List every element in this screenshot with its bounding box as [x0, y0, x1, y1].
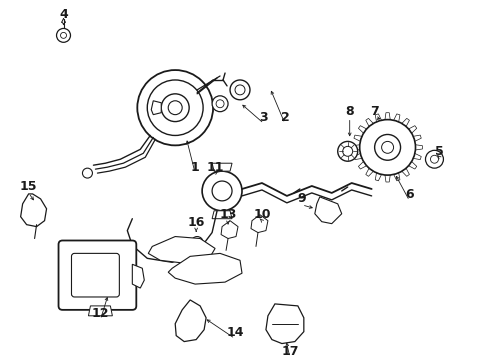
- Polygon shape: [375, 114, 382, 122]
- Circle shape: [56, 28, 71, 42]
- Circle shape: [61, 32, 67, 39]
- Text: 8: 8: [345, 105, 354, 118]
- Text: 13: 13: [220, 208, 237, 221]
- Polygon shape: [409, 126, 417, 133]
- Polygon shape: [21, 194, 47, 227]
- Polygon shape: [358, 162, 367, 169]
- Circle shape: [191, 237, 203, 248]
- Polygon shape: [221, 221, 238, 239]
- Polygon shape: [385, 175, 390, 182]
- Circle shape: [230, 80, 250, 100]
- Circle shape: [202, 171, 242, 211]
- Text: 6: 6: [405, 188, 414, 201]
- Polygon shape: [151, 101, 161, 114]
- Polygon shape: [413, 153, 421, 159]
- Text: 7: 7: [370, 105, 379, 118]
- Circle shape: [382, 141, 393, 153]
- Text: 1: 1: [191, 161, 199, 174]
- Circle shape: [360, 120, 416, 175]
- Text: 15: 15: [20, 180, 37, 193]
- Polygon shape: [168, 253, 242, 284]
- Polygon shape: [354, 135, 362, 141]
- Circle shape: [216, 100, 224, 108]
- FancyBboxPatch shape: [58, 240, 136, 310]
- Polygon shape: [212, 211, 232, 219]
- Text: 9: 9: [297, 192, 306, 205]
- Polygon shape: [132, 264, 144, 288]
- Polygon shape: [385, 113, 390, 120]
- Polygon shape: [366, 118, 373, 126]
- Polygon shape: [89, 306, 112, 316]
- Text: 2: 2: [280, 111, 289, 124]
- Polygon shape: [375, 173, 382, 181]
- Polygon shape: [402, 168, 410, 176]
- Text: 4: 4: [59, 8, 68, 21]
- FancyBboxPatch shape: [72, 253, 120, 297]
- Polygon shape: [353, 145, 360, 150]
- Polygon shape: [315, 197, 342, 224]
- Circle shape: [343, 147, 353, 156]
- Text: 16: 16: [188, 216, 205, 229]
- Text: 12: 12: [92, 307, 109, 320]
- Text: 10: 10: [253, 208, 270, 221]
- Text: 3: 3: [260, 111, 268, 124]
- Circle shape: [212, 181, 232, 201]
- Polygon shape: [416, 145, 422, 150]
- Circle shape: [375, 135, 400, 160]
- Circle shape: [82, 168, 93, 178]
- Circle shape: [147, 80, 203, 135]
- Polygon shape: [409, 162, 417, 169]
- Polygon shape: [212, 163, 232, 171]
- Text: 11: 11: [206, 161, 224, 174]
- Polygon shape: [354, 153, 362, 159]
- Polygon shape: [175, 300, 206, 342]
- Circle shape: [235, 85, 245, 95]
- Circle shape: [425, 150, 443, 168]
- Text: 14: 14: [226, 326, 244, 339]
- Circle shape: [161, 94, 189, 122]
- Polygon shape: [413, 135, 421, 141]
- Polygon shape: [402, 118, 410, 126]
- Polygon shape: [251, 215, 268, 233]
- Circle shape: [168, 101, 182, 114]
- Polygon shape: [148, 237, 215, 263]
- Circle shape: [431, 155, 439, 163]
- Polygon shape: [366, 168, 373, 176]
- Text: 17: 17: [281, 345, 298, 358]
- Polygon shape: [266, 304, 304, 343]
- Circle shape: [338, 141, 358, 161]
- Polygon shape: [393, 173, 400, 181]
- Polygon shape: [358, 126, 367, 133]
- Polygon shape: [393, 114, 400, 122]
- Circle shape: [212, 96, 228, 112]
- Circle shape: [137, 70, 213, 145]
- Text: 5: 5: [435, 145, 444, 158]
